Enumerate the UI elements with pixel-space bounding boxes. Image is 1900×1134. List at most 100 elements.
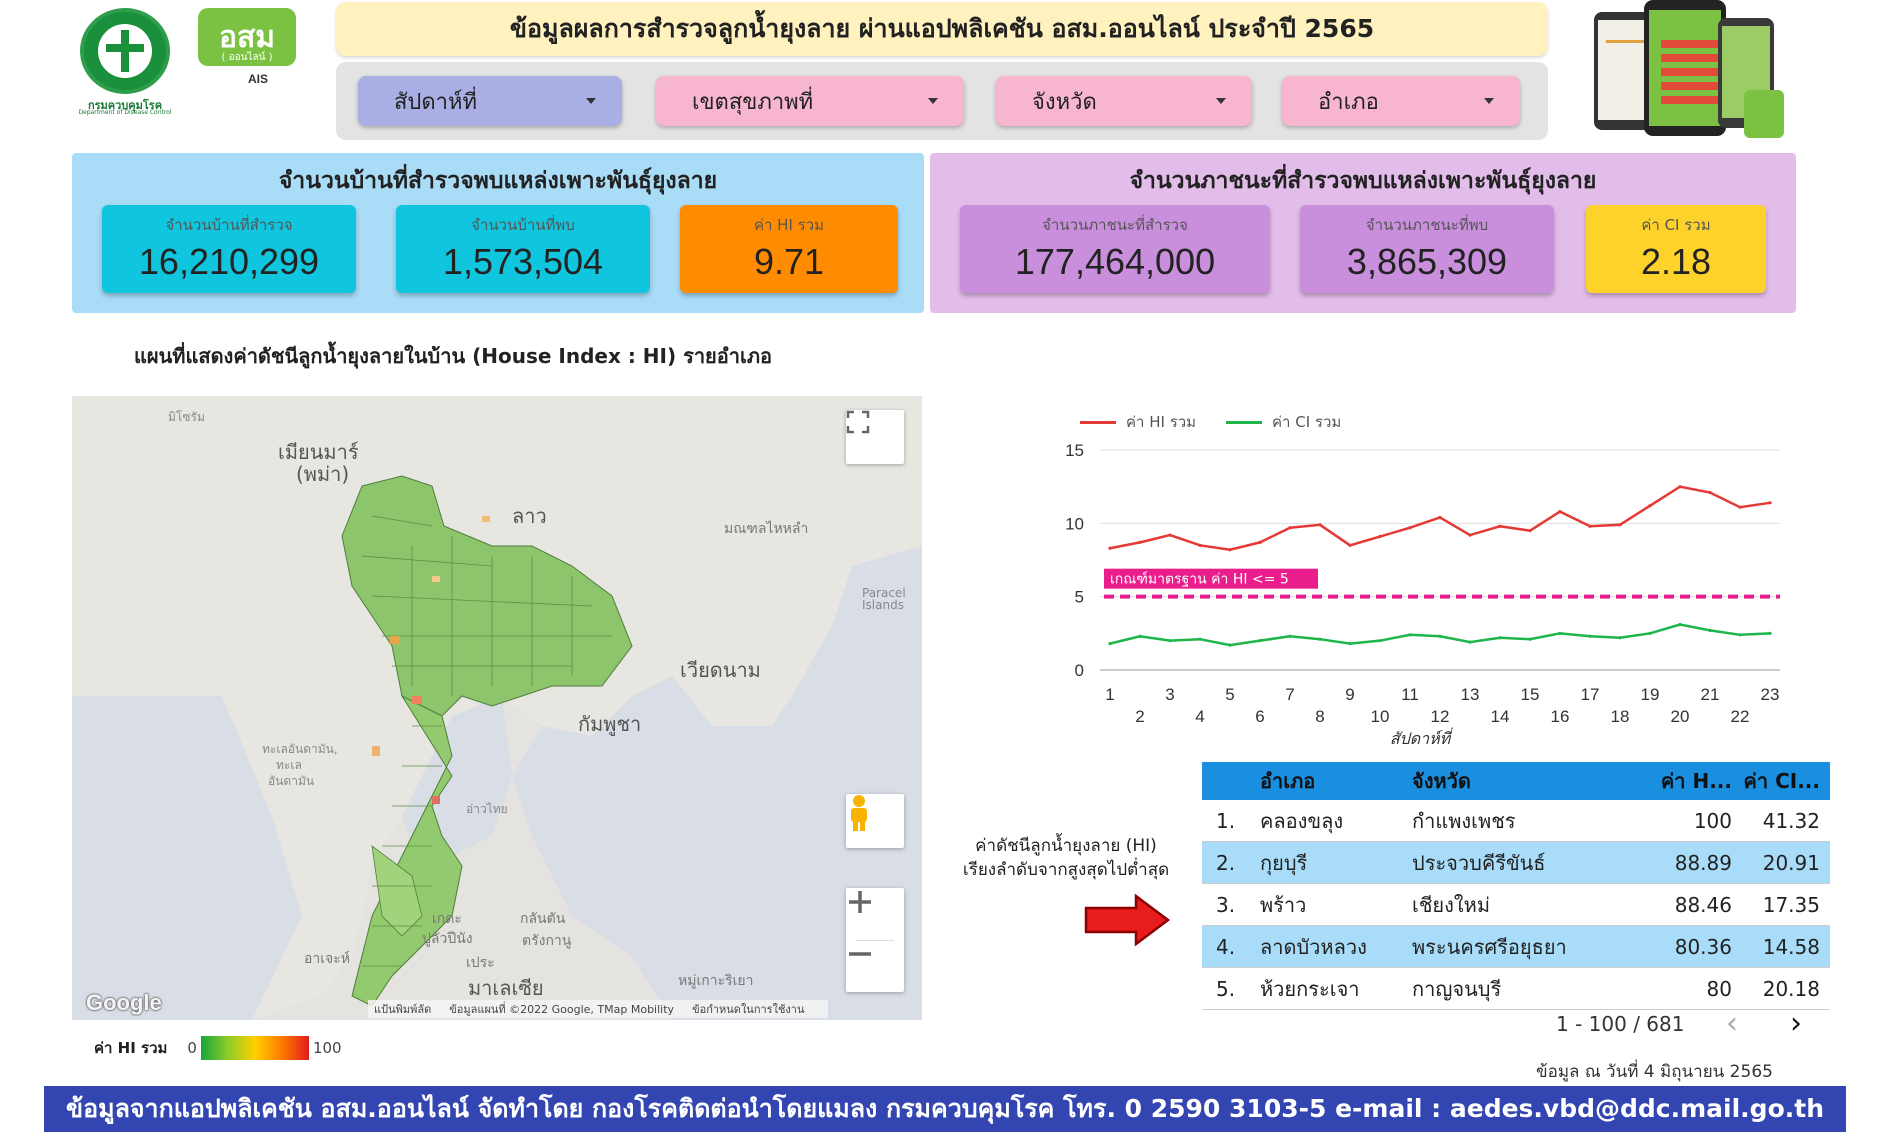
hi-district-map[interactable]: มิโซรัม เมียนมาร์ (พม่า) ลาว มณฑลไหหลำ P… [72, 396, 922, 1020]
ais-logo: AIS [248, 72, 269, 86]
containers-panel: จำนวนภาชนะที่สำรวจพบแหล่งเพาะพันธุ์ยุงลา… [930, 153, 1796, 313]
line-chart-svg: 0510151234567891011121314151617181920212… [1065, 441, 1780, 748]
health-region-filter-dropdown[interactable]: เขตสุขภาพที่ [656, 76, 964, 126]
chevron-down-icon [1484, 98, 1494, 104]
district-boundaries [361, 515, 612, 967]
row-ci: 20.91 [1762, 850, 1820, 875]
legend-min: 0 [187, 1039, 197, 1057]
row-rank: 3. [1216, 892, 1236, 917]
hotspot [432, 576, 440, 582]
map-label-kelantan: กลันตัน [520, 911, 566, 927]
ci-point [1408, 633, 1412, 637]
x-tick-label: 12 [1431, 707, 1450, 726]
hi-point [1708, 490, 1712, 495]
footer-banner: ข้อมูลจากแอปพลิเคชัน อสม.ออนไลน์ จัดทำโด… [44, 1086, 1846, 1132]
row-rank: 1. [1216, 808, 1236, 833]
ci-point [1528, 637, 1532, 641]
data-as-of-date: ข้อมูล ณ วันที่ 4 มิถุนายน 2565 [1536, 1062, 1773, 1082]
col-header-district[interactable]: อำเภอ [1260, 769, 1316, 793]
ci-point [1168, 639, 1172, 643]
table-row[interactable]: 1. คลองขลุง กำแพงเพชร 100 41.32 [1202, 800, 1830, 842]
hi-point [1498, 524, 1502, 528]
col-header-hi[interactable]: ค่า H... [1660, 769, 1732, 793]
map-label-andaman-b: ทะเล [276, 758, 302, 772]
hotspot [412, 696, 422, 704]
google-logo: Google [86, 990, 162, 1015]
ci-point [1558, 631, 1562, 635]
keyboard-shortcuts-link[interactable]: แป้นพิมพ์ลัด [374, 1003, 432, 1016]
province-filter-label: จังหวัด [1032, 89, 1097, 115]
x-tick-label: 22 [1731, 707, 1750, 726]
ci-point [1258, 639, 1262, 643]
map-label-cambodia: กัมพูชา [578, 712, 642, 736]
houses-panel: จำนวนบ้านที่สำรวจพบแหล่งเพาะพันธุ์ยุงลาย… [72, 153, 924, 313]
col-header-ci[interactable]: ค่า CI... [1743, 769, 1820, 793]
x-tick-label: 11 [1401, 685, 1419, 704]
row-district: พร้าว [1260, 892, 1307, 917]
map-label-vietnam: เวียดนาม [680, 658, 761, 682]
prev-page-button[interactable]: ‹ [1726, 1006, 1738, 1041]
zoom-out-button[interactable] [846, 940, 904, 992]
ddc-logo: กรมควบคุมโรค Department of Disease Contr… [70, 8, 180, 116]
ci-point [1768, 631, 1772, 635]
row-province: ประจวบคีรีขันธ์ [1412, 850, 1546, 875]
row-hi: 80 [1706, 976, 1732, 1001]
map-label-hainan: มณฑลไหหลำ [724, 521, 809, 537]
hi-point [1438, 515, 1442, 520]
x-tick-label: 2 [1135, 707, 1144, 726]
map-label-paracel: Paracel [862, 586, 906, 600]
week-filter-label: สัปดาห์ที่ [394, 89, 478, 115]
osm-logo-sub: ( ออนไลน์ ) [221, 52, 273, 63]
pegman-icon [851, 795, 867, 831]
x-tick-label: 17 [1581, 685, 1600, 704]
map-label-andaman-a: ทะเลอันดามัน, [262, 742, 338, 756]
terms-of-use-link[interactable]: ข้อกำหนดในการใช้งาน [692, 1003, 805, 1016]
legend-swatch-ci [1226, 420, 1262, 424]
ranking-note-line1: ค่าดัชนีลูกน้ำยุงลาย (HI) [975, 836, 1157, 856]
containers-surveyed-card: จำนวนภาชนะที่สำรวจ 177,464,000 [960, 205, 1270, 293]
x-tick-label: 9 [1345, 685, 1354, 704]
ci-total-card: ค่า CI รวม 2.18 [1586, 205, 1766, 293]
map-label-perak: เประ [466, 955, 495, 971]
row-ci: 14.58 [1762, 934, 1820, 959]
street-view-pegman-button[interactable] [846, 794, 904, 848]
ddc-logo-caption-en: Department of Disease Control [78, 109, 172, 116]
ci-point [1738, 633, 1742, 637]
ci-point [1618, 636, 1622, 640]
x-tick-label: 14 [1491, 707, 1510, 726]
row-province: กำแพงเพชร [1412, 808, 1516, 833]
hi-point [1648, 504, 1652, 508]
district-filter-dropdown[interactable]: อำเภอ [1282, 76, 1520, 126]
zoom-in-button[interactable] [846, 888, 904, 940]
x-tick-label: 19 [1641, 685, 1660, 704]
row-hi: 100 [1693, 808, 1732, 833]
row-hi: 80.36 [1674, 934, 1732, 959]
next-page-button[interactable]: › [1790, 1006, 1802, 1041]
osm-logo-text: อสม [218, 21, 276, 54]
col-header-province[interactable]: จังหวัด [1412, 769, 1471, 793]
houses-found-value: 1,573,504 [442, 241, 604, 282]
hi-point [1738, 505, 1742, 509]
map-data-credit: ข้อมูลแผนที่ ©2022 Google, TMap Mobility [449, 1003, 675, 1016]
week-filter-dropdown[interactable]: สัปดาห์ที่ [358, 76, 622, 126]
x-tick-label: 20 [1671, 707, 1690, 726]
table-row[interactable]: 3. พร้าว เชียงใหม่ 88.46 17.35 [1202, 884, 1830, 926]
ci-point [1348, 642, 1352, 646]
ci-point [1138, 634, 1142, 638]
table-header: อำเภอ จังหวัด ค่า H... ค่า CI... [1202, 762, 1830, 800]
table-row[interactable]: 5. ห้วยกระเจา กาญจนบุรี 80 20.18 [1202, 968, 1830, 1010]
fullscreen-button[interactable] [846, 410, 904, 464]
district-filter-label: อำเภอ [1318, 89, 1379, 115]
fullscreen-icon [846, 410, 870, 434]
x-tick-label: 18 [1611, 707, 1630, 726]
map-label-riau: หมู่เกาะริเยา [678, 973, 754, 989]
table-row[interactable]: 4. ลาดบัวหลวง พระนครศรีอยุธยา 80.36 14.5… [1202, 926, 1830, 968]
legend-swatch-hi [1080, 420, 1116, 424]
hi-point [1288, 526, 1292, 530]
row-province: เชียงใหม่ [1412, 892, 1491, 917]
ci-point [1678, 622, 1682, 627]
table-row[interactable]: 2. กุยบุรี ประจวบคีรีขันธ์ 88.89 20.91 [1202, 842, 1830, 884]
province-filter-dropdown[interactable]: จังหวัด [996, 76, 1252, 126]
legend-label-ci: ค่า CI รวม [1272, 413, 1342, 431]
map-sea-east [512, 546, 922, 1020]
